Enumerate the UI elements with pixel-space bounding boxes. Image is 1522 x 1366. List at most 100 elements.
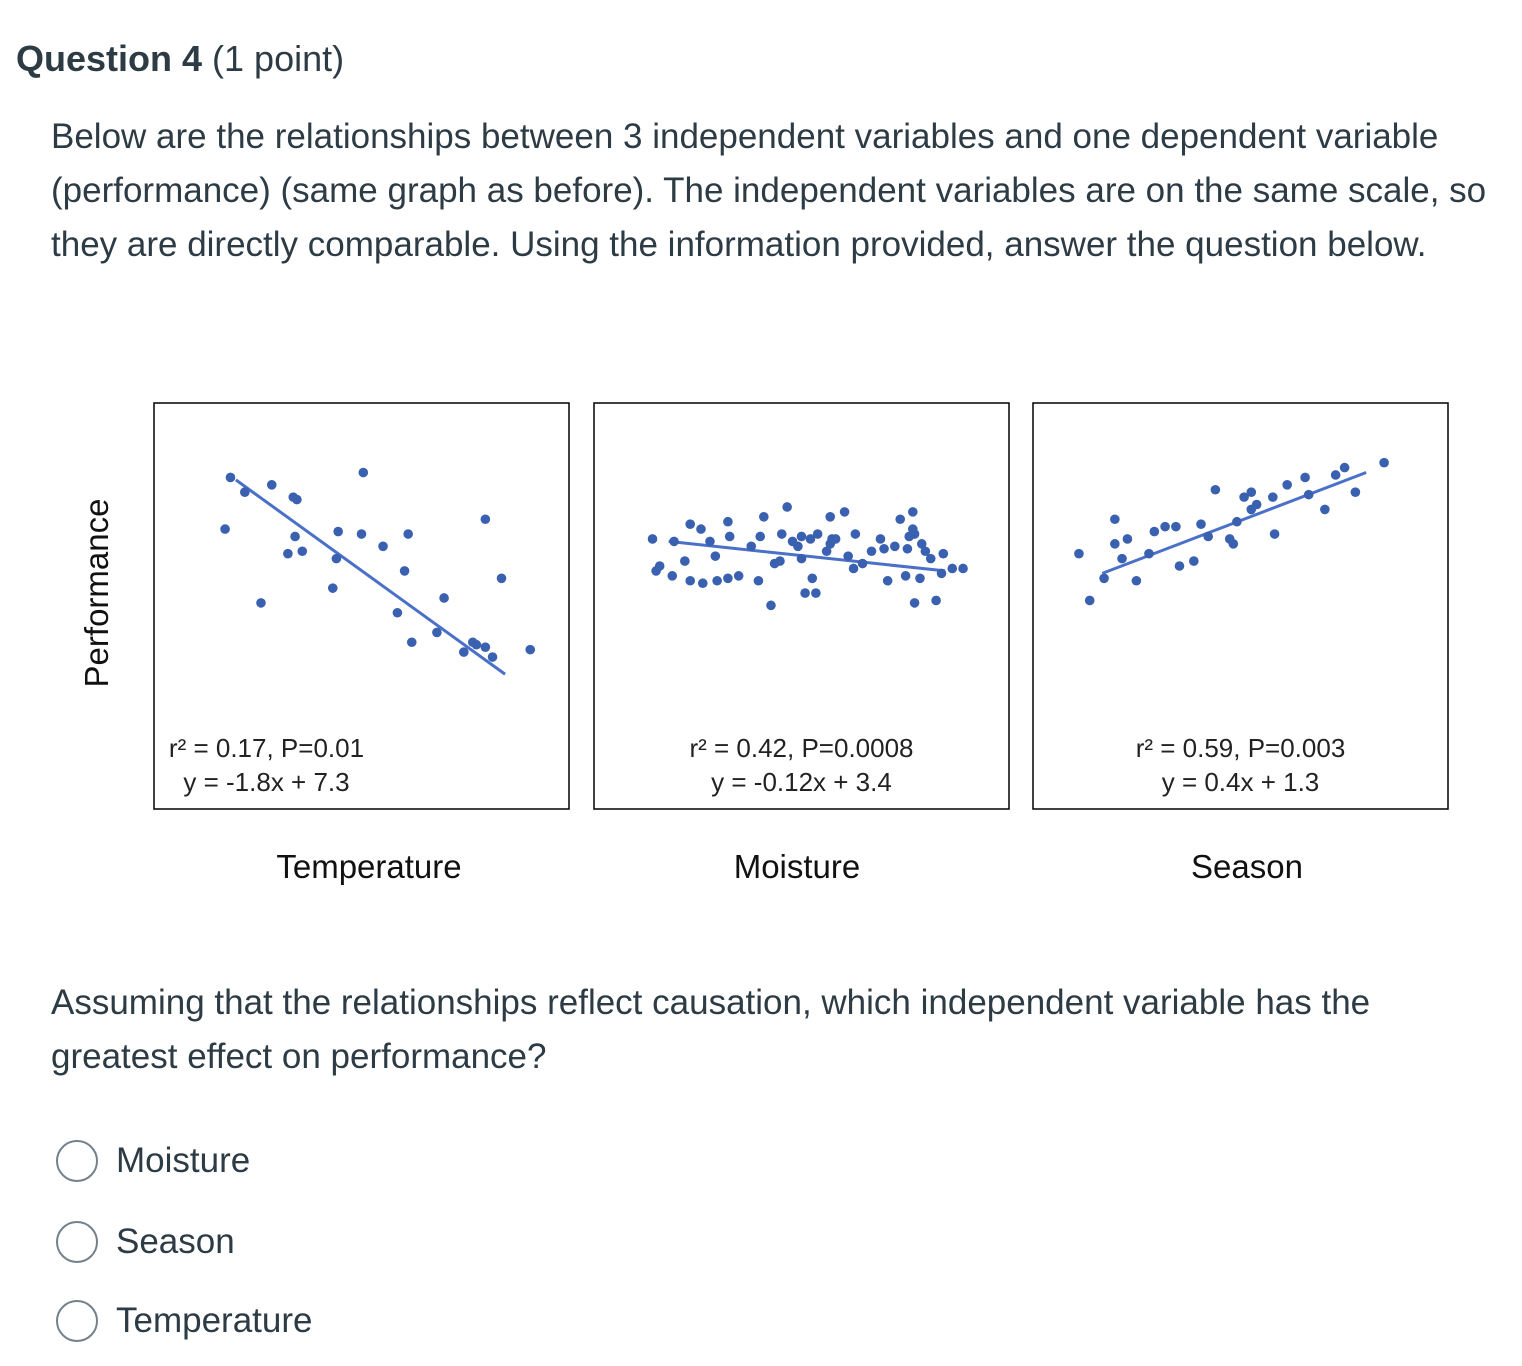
data-point xyxy=(480,514,491,525)
question-number: Question 4 xyxy=(16,38,203,79)
data-point xyxy=(1268,492,1278,502)
data-point xyxy=(812,529,823,539)
option-label[interactable]: Season xyxy=(116,1222,235,1261)
data-point xyxy=(697,578,708,589)
data-point xyxy=(256,598,266,608)
data-point xyxy=(487,652,498,662)
data-point xyxy=(333,526,343,537)
option-label[interactable]: Moisture xyxy=(116,1141,251,1180)
data-point xyxy=(796,553,807,564)
scatter-figure: r² = 0.17, P=0.01 y = -1.8x + 7.3 Temperat… xyxy=(0,380,1522,920)
data-point xyxy=(733,571,744,581)
data-point xyxy=(283,548,293,559)
chart-frame xyxy=(1032,402,1449,810)
data-point xyxy=(746,541,757,552)
regression-line xyxy=(668,539,946,573)
data-point xyxy=(793,541,803,552)
data-point xyxy=(459,647,469,657)
data-point xyxy=(857,558,868,569)
data-point xyxy=(753,575,764,586)
data-point xyxy=(1330,470,1341,480)
stats-r2-label: r² = 0.59, P=0.003 xyxy=(1136,733,1346,763)
data-point xyxy=(1099,573,1109,584)
data-point xyxy=(1379,457,1389,468)
x-axis-label: Season xyxy=(1191,848,1303,885)
data-point xyxy=(782,502,792,512)
data-point xyxy=(902,543,913,554)
data-point xyxy=(931,595,941,606)
radio-button[interactable] xyxy=(56,1300,98,1342)
data-point xyxy=(766,600,776,611)
data-point xyxy=(776,529,787,539)
data-point xyxy=(710,551,721,561)
data-point xyxy=(850,529,861,539)
option-label[interactable]: Temperature xyxy=(116,1301,313,1340)
x-axis-label: Moisture xyxy=(734,848,861,885)
data-point xyxy=(811,588,821,598)
data-point xyxy=(432,627,442,638)
regression-equation-label: y = -0.12x + 3.4 xyxy=(711,767,892,797)
data-point xyxy=(1149,526,1160,537)
data-point xyxy=(1196,519,1206,529)
data-point xyxy=(1303,489,1314,500)
radio-button[interactable] xyxy=(56,1221,98,1263)
regression-line xyxy=(234,478,506,676)
data-point xyxy=(796,531,807,542)
data-point xyxy=(916,539,927,549)
data-point xyxy=(667,571,678,581)
data-point xyxy=(830,534,841,544)
data-point xyxy=(1160,521,1170,532)
data-point xyxy=(1203,531,1213,542)
data-point xyxy=(1084,595,1095,606)
data-point xyxy=(907,507,918,517)
data-point xyxy=(900,571,911,581)
data-point xyxy=(240,487,250,497)
question-points: (1 point) xyxy=(212,38,345,79)
regression-equation-label: y = 0.4x + 1.3 xyxy=(1162,767,1320,797)
data-point xyxy=(1171,521,1181,532)
data-point xyxy=(895,514,906,525)
data-point xyxy=(685,519,696,529)
data-point xyxy=(1174,561,1185,571)
data-point xyxy=(843,551,853,561)
data-point xyxy=(356,529,367,539)
data-point xyxy=(1246,487,1257,497)
data-point xyxy=(225,472,236,483)
data-point xyxy=(647,534,658,544)
data-point xyxy=(1232,516,1242,527)
data-point xyxy=(1122,534,1133,544)
option-season[interactable]: Season xyxy=(56,1218,235,1266)
regression-equation-label: y = -1.8x + 7.3 xyxy=(183,767,349,797)
data-point xyxy=(807,573,818,584)
data-point xyxy=(358,467,369,478)
data-point xyxy=(882,575,893,586)
data-point xyxy=(378,541,388,552)
question-title: Question 4 (1 point) xyxy=(16,38,344,80)
radio-button[interactable] xyxy=(56,1140,98,1182)
data-point xyxy=(480,642,491,652)
data-point xyxy=(875,534,886,544)
option-temperature[interactable]: Temperature xyxy=(56,1297,312,1345)
data-point xyxy=(439,593,449,603)
data-point xyxy=(805,534,816,544)
data-point xyxy=(406,637,417,648)
data-point xyxy=(1251,499,1262,510)
data-point xyxy=(915,573,925,584)
stats-r2-label: r² = 0.17, P=0.01 xyxy=(169,733,364,763)
data-point xyxy=(909,598,920,608)
data-point xyxy=(685,575,696,586)
data-point xyxy=(920,546,931,557)
data-point xyxy=(890,541,900,552)
data-point xyxy=(1117,553,1127,564)
data-point xyxy=(1339,462,1350,473)
data-point xyxy=(1210,484,1221,495)
data-point xyxy=(839,507,850,517)
option-moisture[interactable]: Moisture xyxy=(56,1137,250,1185)
data-point xyxy=(825,512,836,522)
data-point xyxy=(759,512,769,522)
data-point xyxy=(821,546,832,557)
data-point xyxy=(292,494,302,505)
data-point xyxy=(680,556,690,566)
data-point xyxy=(866,546,877,557)
chart-frame xyxy=(593,402,1010,810)
